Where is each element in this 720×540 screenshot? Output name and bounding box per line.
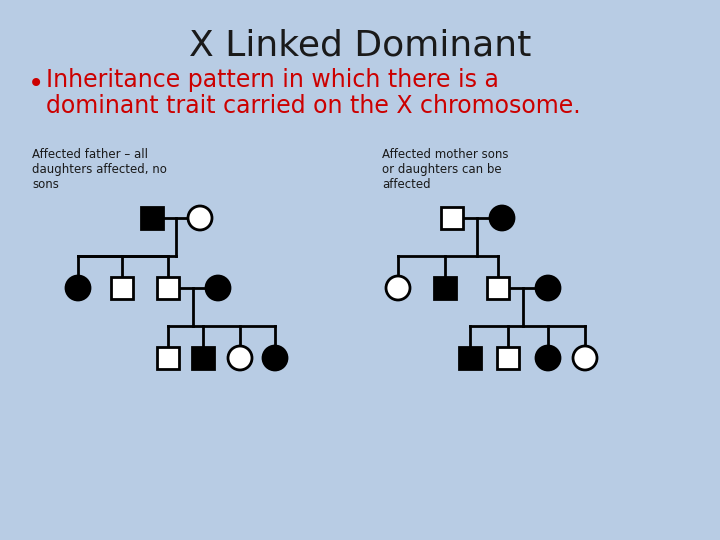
Bar (192, 347, 214, 369)
Circle shape (263, 346, 287, 370)
Bar (141, 207, 163, 229)
Text: •: • (28, 70, 44, 98)
Circle shape (490, 206, 514, 230)
Bar (157, 277, 179, 299)
Circle shape (536, 346, 560, 370)
Bar (487, 277, 509, 299)
Circle shape (228, 346, 252, 370)
Text: Affected mother sons
or daughters can be
affected: Affected mother sons or daughters can be… (382, 148, 508, 191)
Text: dominant trait carried on the X chromosome.: dominant trait carried on the X chromoso… (46, 94, 580, 118)
Circle shape (536, 276, 560, 300)
Bar (434, 277, 456, 299)
Text: Affected father – all
daughters affected, no
sons: Affected father – all daughters affected… (32, 148, 167, 191)
Bar (497, 347, 519, 369)
Circle shape (573, 346, 597, 370)
Circle shape (386, 276, 410, 300)
Bar (111, 277, 133, 299)
Circle shape (206, 276, 230, 300)
Bar (157, 347, 179, 369)
Bar (441, 207, 463, 229)
Text: Inheritance pattern in which there is a: Inheritance pattern in which there is a (46, 68, 499, 92)
Text: X Linked Dominant: X Linked Dominant (189, 28, 531, 62)
Circle shape (66, 276, 90, 300)
Bar (459, 347, 481, 369)
Circle shape (188, 206, 212, 230)
